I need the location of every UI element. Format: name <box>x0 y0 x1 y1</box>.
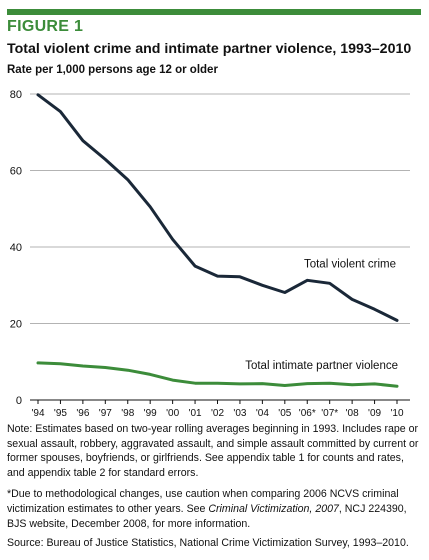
y-tick-label: 20 <box>10 319 22 331</box>
violent-crime-point <box>238 275 241 278</box>
violent-crime-point <box>373 308 376 311</box>
x-tick-label: '99 <box>144 408 157 419</box>
x-tick-label: '97 <box>99 408 112 419</box>
ipv-point <box>351 383 354 386</box>
x-tick-label: '00 <box>166 408 179 419</box>
violent-crime-point <box>396 319 399 322</box>
violent-crime-point <box>171 238 174 241</box>
x-tick-label: '07* <box>321 408 338 419</box>
notes-block: Note: Estimates based on two-year rollin… <box>7 422 421 558</box>
note-text: Note: Estimates based on two-year rollin… <box>7 423 419 479</box>
x-tick-label: '01 <box>189 408 202 419</box>
violent-crime-point <box>149 205 152 208</box>
figure-label: FIGURE 1 <box>7 18 84 35</box>
ipv-point <box>104 366 107 369</box>
y-tick-label: 0 <box>16 395 22 407</box>
ipv-point <box>216 382 219 385</box>
ipv-point <box>261 382 264 385</box>
ipv-point <box>171 379 174 382</box>
ipv-point <box>59 362 62 365</box>
violent-crime-point <box>37 93 40 96</box>
caution-text-start: *Due to methodological changes, use caut… <box>7 488 399 515</box>
x-tick-label: '04 <box>256 408 269 419</box>
violent-crime-line <box>36 93 399 322</box>
ipv-point <box>283 384 286 387</box>
ipv-point <box>373 382 376 385</box>
chart-title: Total violent crime and intimate partner… <box>7 41 412 57</box>
violent-crime-point <box>283 291 286 294</box>
violent-crime-point <box>306 279 309 282</box>
ipv-point <box>81 364 84 367</box>
x-tick-label: '98 <box>121 408 134 419</box>
y-tick-label: 60 <box>10 166 22 178</box>
x-tick-label: '95 <box>54 408 67 419</box>
y-tick-label: 40 <box>10 242 22 254</box>
y-tick-label: 80 <box>10 89 22 101</box>
chart-subtitle: Rate per 1,000 persons age 12 or older <box>7 64 218 76</box>
violent-crime-point <box>216 275 219 278</box>
x-tick-label: '05 <box>278 408 291 419</box>
intimate-partner-violence-line <box>36 361 399 388</box>
source-text: Source: Bureau of Justice Statistics, Na… <box>7 537 409 550</box>
caution-publication-title: Criminal Victimization, 2007 <box>208 502 339 515</box>
x-tick-label: '96 <box>76 408 89 419</box>
ipv-point <box>396 385 399 388</box>
series-label-violent-crime: Total violent crime <box>304 258 396 270</box>
x-tick-label: '06* <box>299 408 316 419</box>
x-tick-label: '08 <box>346 408 359 419</box>
ipv-point <box>37 361 40 364</box>
series-label-ipv: Total intimate partner violence <box>245 360 398 372</box>
x-tick-label: '02 <box>211 408 224 419</box>
ipv-point <box>149 373 152 376</box>
violent-crime-point <box>328 282 331 285</box>
violent-crime-point <box>104 158 107 161</box>
ipv-point <box>126 369 129 372</box>
violent-crime-point <box>261 284 264 287</box>
caution-text: *Due to methodological changes, use caut… <box>7 487 421 531</box>
ipv-point <box>238 382 241 385</box>
caution-text-end: , NCJ 224390, BJS website, December 2008… <box>7 502 407 530</box>
ipv-point <box>306 382 309 385</box>
violent-crime-point <box>59 110 62 113</box>
violent-crime-point <box>126 178 129 181</box>
x-tick-label: '94 <box>31 408 44 419</box>
x-tick-label: '09 <box>368 408 381 419</box>
header-rule <box>7 9 421 15</box>
ipv-point <box>328 382 331 385</box>
violent-crime-point <box>351 298 354 301</box>
line-chart: 0 20 40 60 80 '94 '95 '96 '97 '98 '99 '00 '01 '02 '03 '… <box>10 89 410 419</box>
x-tick-label: '03 <box>233 408 246 419</box>
violent-crime-point <box>194 265 197 268</box>
x-tick-label: '10 <box>390 408 403 419</box>
violent-crime-point <box>81 139 84 142</box>
ipv-point <box>194 382 197 385</box>
